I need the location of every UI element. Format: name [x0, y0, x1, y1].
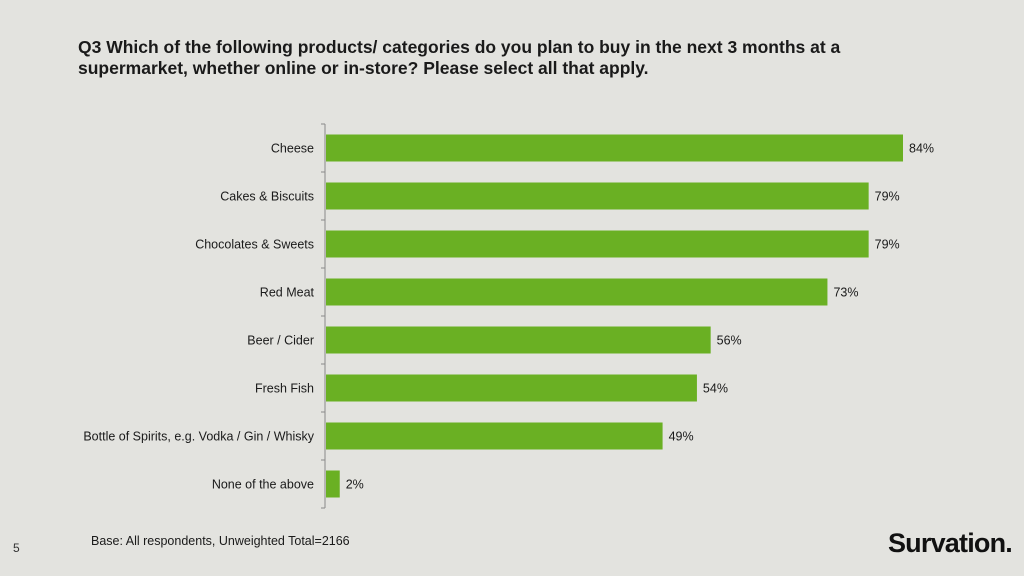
value-label: 84%: [909, 142, 934, 156]
bar: [326, 326, 711, 354]
value-label: 54%: [703, 382, 728, 396]
chart-axis: [321, 123, 326, 509]
bar: [326, 182, 869, 210]
bar: [326, 470, 340, 498]
category-label: Cheese: [271, 142, 314, 156]
bar: [326, 374, 697, 402]
bar: [326, 230, 869, 258]
chart-bars: [326, 134, 903, 498]
category-label: Fresh Fish: [255, 382, 314, 396]
value-label: 2%: [346, 478, 364, 492]
value-label: 73%: [833, 286, 858, 300]
bar: [326, 278, 828, 306]
category-label: None of the above: [212, 478, 314, 492]
base-note: Base: All respondents, Unweighted Total=…: [91, 534, 350, 548]
value-label: 49%: [669, 430, 694, 444]
category-label: Red Meat: [260, 286, 315, 300]
value-label: 56%: [717, 334, 742, 348]
value-label: 79%: [875, 190, 900, 204]
brand-logo: Survation.: [887, 528, 1013, 558]
bar: [326, 134, 903, 162]
page-title: Q3 Which of the following products/ cate…: [78, 37, 841, 78]
category-label: Beer / Cider: [247, 334, 314, 348]
value-label: 79%: [875, 238, 900, 252]
category-label: Bottle of Spirits, e.g. Vodka / Gin / Wh…: [83, 430, 314, 444]
category-label: Cakes & Biscuits: [220, 190, 314, 204]
page-number: 5: [13, 541, 20, 555]
chart-labels: Cheese 84% Cakes & Biscuits 79% Chocolates &…: [83, 142, 934, 492]
category-label: Chocolates & Sweets: [195, 238, 314, 252]
bar: [326, 422, 663, 450]
